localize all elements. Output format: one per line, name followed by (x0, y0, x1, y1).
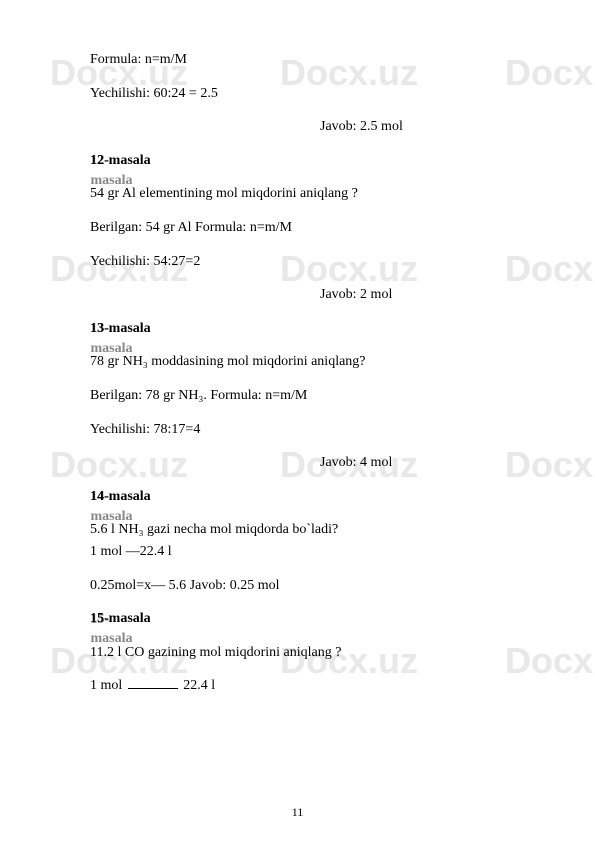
problem-text: 54 gr Al elementining mol miqdorini aniq… (90, 184, 525, 204)
ratio-line: 1 mol 22.4 l (90, 676, 525, 696)
given-line: Berilgan: 54 gr Al Formula: n=m/M (90, 218, 525, 238)
answer-line: Javob: 2 mol (90, 285, 525, 305)
given-line: Berilgan: 78 gr NH₃. Formula: n=m/M (90, 386, 525, 406)
answer-line: 0.25mol=x— 5.6 Javob: 0.25 mol (90, 576, 525, 596)
ratio-text-b: 22.4 l (180, 678, 215, 693)
problem-heading-13: 13-masala (90, 319, 525, 339)
problem-heading-12: 12-masala (90, 151, 525, 171)
problem-heading-14: 14-masala (90, 487, 525, 507)
ratio-line: 1 mol —22.4 l (90, 542, 525, 562)
ratio-text-a: 1 mol (90, 678, 126, 693)
document-content: Formula: n=m/M Yechilishi: 60:24 = 2.5 J… (90, 50, 525, 696)
solution-line: Yechilishi: 78:17=4 (90, 420, 525, 440)
formula-line: Formula: n=m/M (90, 50, 525, 70)
underline (128, 688, 178, 689)
problem-text: 11.2 l CO gazining mol miqdorini aniqlan… (90, 643, 525, 663)
solution-line: Yechilishi: 60:24 = 2.5 (90, 84, 525, 104)
answer-line: Javob: 2.5 mol (90, 117, 525, 137)
page-number: 11 (0, 804, 595, 821)
problem-heading-15: 15-masala (90, 609, 525, 629)
problem-text: 78 gr NH₃ moddasining mol miqdorini aniq… (90, 352, 525, 372)
solution-line: Yechilishi: 54:27=2 (90, 252, 525, 272)
heading-text: 15-masala (90, 609, 151, 629)
heading-text: 12-masala (90, 151, 151, 171)
answer-line: Javob: 4 mol (90, 453, 525, 473)
problem-text: 5.6 l NH₃ gazi necha mol miqdorda bo`lad… (90, 520, 525, 540)
heading-text: 13-masala (90, 319, 151, 339)
heading-text: 14-masala (90, 487, 151, 507)
